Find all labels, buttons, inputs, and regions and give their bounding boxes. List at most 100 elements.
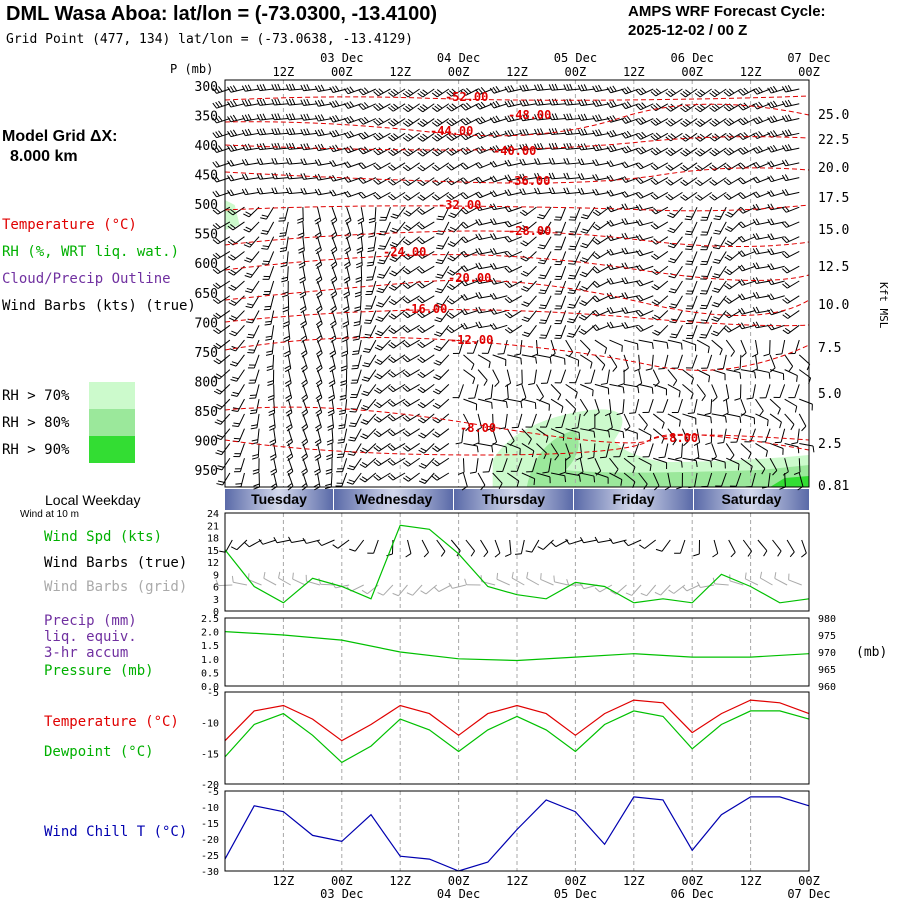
wind-barb-flag bbox=[315, 276, 322, 281]
wind-barb-flag bbox=[363, 87, 369, 93]
date-label-top: 03 Dec bbox=[320, 51, 363, 65]
wind-barb-staff bbox=[266, 221, 275, 235]
wind-barb bbox=[228, 295, 245, 306]
wind-barb-flag bbox=[697, 120, 703, 126]
wind-barb bbox=[314, 143, 333, 152]
wind-barb-staff bbox=[392, 191, 406, 201]
wind-barb-flag bbox=[595, 209, 601, 215]
wind-barb-flag bbox=[592, 268, 598, 274]
temperature-contour bbox=[224, 103, 810, 137]
wind-barb-staff bbox=[543, 251, 552, 264]
wind-barb-flag bbox=[232, 100, 238, 106]
wind-barb-flag bbox=[332, 160, 337, 166]
wind-barb-flag bbox=[624, 203, 629, 210]
wind-barb-flag bbox=[376, 276, 384, 279]
wind-barb-flag bbox=[262, 83, 267, 91]
wind-barb-flag bbox=[740, 293, 746, 300]
wind-barb-staff bbox=[273, 472, 278, 487]
wind-barb bbox=[388, 162, 406, 171]
wind-barb-flag bbox=[740, 133, 746, 139]
wind-barb-flag bbox=[348, 439, 355, 442]
wind-barb-flag bbox=[738, 179, 744, 185]
wind-barb-flag bbox=[437, 215, 445, 218]
wind-barb-flag bbox=[377, 262, 384, 265]
wind-barb-flag bbox=[446, 195, 452, 201]
wind-barb-flag bbox=[387, 416, 394, 422]
wind-barb-flag bbox=[537, 172, 541, 180]
wind-barb-staff bbox=[392, 369, 406, 378]
wind-barb bbox=[431, 118, 450, 127]
wind-barb-flag bbox=[577, 84, 582, 92]
wind-barb-staff bbox=[441, 265, 450, 279]
wind-barb-flag bbox=[534, 158, 538, 165]
wind-barb bbox=[434, 295, 450, 308]
wind-barb-staff bbox=[408, 206, 420, 217]
wind-barb bbox=[668, 265, 683, 279]
wind-barb-flag bbox=[340, 365, 348, 369]
wind-barb-staff bbox=[253, 354, 260, 369]
wind-barb bbox=[788, 384, 800, 399]
wind-barb bbox=[314, 458, 321, 476]
wind-barb-flag bbox=[377, 330, 384, 334]
wind-barb bbox=[525, 539, 540, 553]
wind-barb-flag bbox=[360, 407, 368, 411]
wind-barb-flag bbox=[609, 174, 614, 181]
wind-barb-flag bbox=[346, 176, 352, 182]
wind-barb-flag bbox=[215, 160, 220, 167]
wind-barb-staff bbox=[407, 295, 420, 304]
wind-barb-flag bbox=[366, 264, 374, 267]
forecast-cycle-label: AMPS WRF Forecast Cycle: bbox=[628, 3, 826, 20]
pressure-tick-label: 850 bbox=[195, 405, 218, 420]
wind-barb-staff bbox=[609, 428, 624, 433]
wind-barb-flag bbox=[580, 328, 587, 333]
wind-barb-flag bbox=[300, 173, 305, 180]
wind-barb bbox=[357, 207, 365, 225]
wind-barb-staff bbox=[565, 472, 580, 476]
wind-barb-staff bbox=[394, 280, 406, 291]
wind-barb bbox=[730, 428, 742, 443]
wind-barb-staff bbox=[685, 162, 698, 172]
wind-barb-flag bbox=[684, 233, 692, 236]
wind-barb-flag bbox=[329, 190, 334, 197]
wind-barb-flag bbox=[690, 393, 694, 400]
wind-barb-flag bbox=[709, 92, 715, 98]
wind-barb-flag bbox=[582, 242, 589, 246]
wind-barb-staff bbox=[537, 132, 552, 136]
wind-barb-staff bbox=[217, 280, 231, 289]
wind-barb-flag bbox=[709, 136, 715, 142]
wind-barb-flag bbox=[714, 229, 722, 233]
wind-barb-flag bbox=[390, 356, 397, 362]
wind-barb-staff bbox=[555, 539, 569, 548]
wind-barb-flag bbox=[507, 189, 512, 196]
wind-barb bbox=[579, 251, 596, 263]
height-tick-label: 7.5 bbox=[818, 341, 841, 356]
wind-barb bbox=[301, 369, 308, 388]
wind-barb-flag bbox=[388, 92, 394, 97]
wind-barb-flag bbox=[259, 187, 264, 194]
wind-barb-staff bbox=[519, 340, 523, 355]
wind-barb-flag bbox=[635, 204, 641, 211]
wind-barb-staff bbox=[425, 584, 438, 595]
wind-barb-flag bbox=[388, 315, 395, 320]
wind-barb-flag bbox=[405, 385, 411, 391]
wind-barb-flag bbox=[214, 406, 221, 410]
wind-barb bbox=[709, 177, 727, 186]
wind-barb-staff bbox=[392, 103, 406, 112]
wind-barb bbox=[436, 539, 446, 557]
wind-barb-flag bbox=[592, 100, 597, 107]
wind-barb bbox=[504, 265, 523, 273]
wind-barb-staff bbox=[377, 177, 391, 185]
wind-barb-flag bbox=[264, 323, 271, 326]
wind-barb-flag bbox=[434, 445, 441, 451]
date-label-bottom: 04 Dec bbox=[437, 887, 480, 900]
wind-barb-flag bbox=[332, 86, 337, 93]
wind-barb-flag bbox=[283, 335, 290, 340]
wind-barb-flag bbox=[361, 88, 367, 94]
wind-barb bbox=[645, 354, 654, 371]
wind-barb bbox=[704, 399, 713, 416]
wind-barb-flag bbox=[215, 208, 221, 214]
wind-barb-flag bbox=[790, 424, 795, 431]
wind-barb-flag bbox=[300, 84, 305, 91]
wind-barb bbox=[507, 354, 522, 365]
wind-barb bbox=[674, 539, 686, 554]
